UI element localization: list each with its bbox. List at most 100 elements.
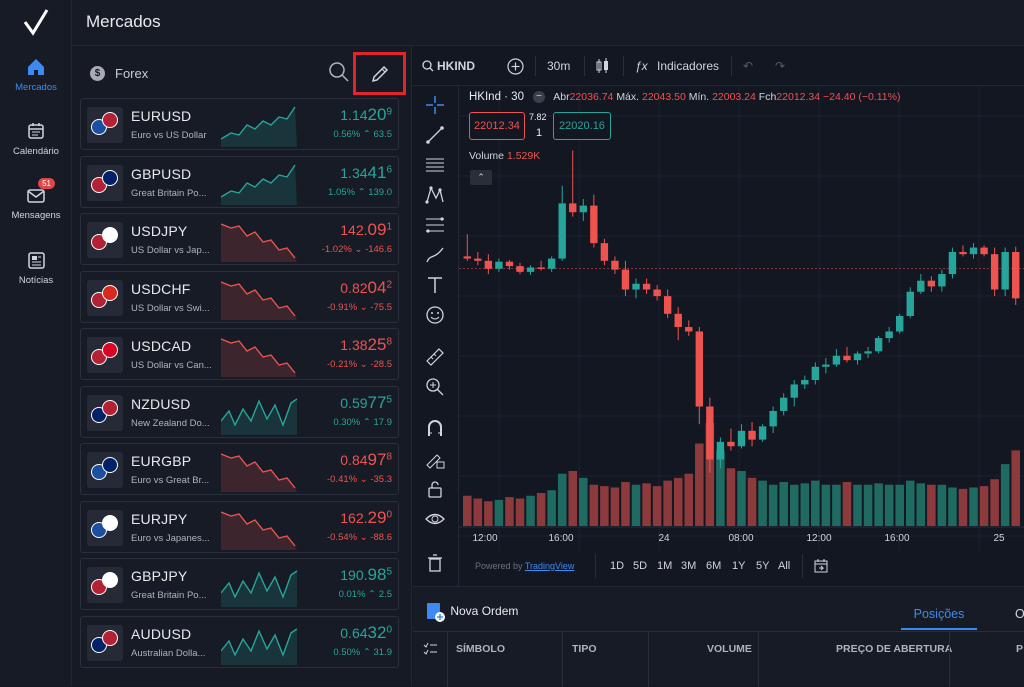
pair-row-nzdusd[interactable]: NZDUSD New Zealand Do... 0.59775 0.30% ⌃ 17… <box>80 385 399 438</box>
nav-calendario[interactable]: Calendário <box>0 120 72 157</box>
search-icon[interactable] <box>328 61 350 83</box>
pair-row-eurjpy[interactable]: EURJPY Euro vs Japanes... 162.290 -0.54% ⌄ … <box>80 500 399 553</box>
candlestick-chart[interactable]: 12:00 16:00 24 08:00 12:00 16:00 25 <box>459 86 1024 551</box>
nav-noticias[interactable]: Notícias <box>0 249 72 286</box>
interval-selector[interactable]: 30m <box>547 59 571 73</box>
pair-row-audusd[interactable]: AUDUSD Australian Dolla... 0.64320 0.50% ⌃ … <box>80 615 399 668</box>
crosshair-icon[interactable] <box>424 94 446 116</box>
column-open-price[interactable]: PREÇO DE ABERTURA <box>836 643 953 655</box>
volume-bar <box>579 477 588 526</box>
quote-flag-icon <box>102 169 118 186</box>
pair-change: 0.01% ⌃ 2.5 <box>339 589 392 600</box>
quote-flag-icon <box>102 284 118 301</box>
buy-price-box[interactable]: 22020.16 <box>553 112 611 140</box>
horizontal-lines-icon[interactable] <box>424 154 446 176</box>
pencil-icon <box>371 65 389 83</box>
symbol-search[interactable]: HKIND <box>437 59 475 73</box>
x-tick-label: 24 <box>658 533 670 544</box>
change-arrow-icon: ⌄ <box>354 244 363 255</box>
pair-row-usdchf[interactable]: USDCHF US Dollar vs Swi... 0.82042 -0.91% ⌄… <box>80 270 399 323</box>
sell-price-box[interactable]: 22012.34 <box>469 112 525 140</box>
new-order-button[interactable]: Nova Ordem <box>425 601 518 623</box>
goto-date-icon[interactable] <box>812 557 830 575</box>
magnet-icon[interactable] <box>424 418 446 440</box>
column-symbol[interactable]: SÍMBOLO <box>456 643 505 655</box>
column-price[interactable]: P <box>1016 643 1024 655</box>
function-icon[interactable]: ƒx <box>635 59 648 73</box>
range-3m[interactable]: 3M <box>681 560 697 572</box>
chart-area[interactable]: 12:00 16:00 24 08:00 12:00 16:00 25 HKInd · 30… <box>459 86 1024 551</box>
candle-body <box>906 291 914 316</box>
range-5y[interactable]: 5Y <box>756 560 770 572</box>
pair-row-gbpjpy[interactable]: GBPJPY Great Britain Po... 190.985 0.01% ⌃ … <box>80 558 399 610</box>
change-arrow-icon: ⌃ <box>362 646 371 658</box>
emoji-icon[interactable] <box>424 304 446 326</box>
column-type[interactable]: TIPO <box>572 643 597 655</box>
volume-bar <box>642 483 651 526</box>
quote-flag-icon <box>102 342 118 358</box>
change-arrow-icon: ⌄ <box>359 359 368 370</box>
candle-body <box>948 251 957 275</box>
zoom-in-icon[interactable] <box>424 376 446 398</box>
chart-bottom-bar: Powered by TradingView 1D 5D 1M 3M 6M 1Y… <box>459 548 1024 584</box>
nav-mensagens[interactable]: 51 Mensagens <box>0 178 72 221</box>
range-1d[interactable]: 1D <box>610 560 625 572</box>
candle-body <box>990 254 999 290</box>
nav-mercados[interactable]: Mercados <box>0 56 72 93</box>
change-points: -35.3 <box>370 474 392 485</box>
price-tail: 0 <box>386 623 392 635</box>
tab-orders[interactable]: O <box>1015 607 1024 621</box>
pair-price: 1.38258 <box>340 335 392 355</box>
text-icon[interactable] <box>424 274 446 296</box>
collapse-legend-icon[interactable]: − <box>532 91 545 104</box>
pair-row-usdjpy[interactable]: USDJPY US Dollar vs Jap... 142.091 -1.02% ⌄… <box>80 213 399 265</box>
change-points: -28.5 <box>370 359 392 370</box>
trash-icon[interactable] <box>424 552 446 574</box>
indicators-button[interactable]: Indicadores <box>657 59 720 73</box>
range-5d[interactable]: 5D <box>633 560 648 572</box>
pair-price: 0.64320 <box>340 623 392 643</box>
add-compare-icon[interactable] <box>507 58 524 75</box>
sparkline <box>221 223 297 262</box>
pair-row-usdcad[interactable]: USDCAD US Dollar vs Can... 1.38258 -0.21% ⌄… <box>80 328 399 380</box>
list-settings-icon[interactable] <box>423 642 438 656</box>
candle-body <box>674 313 682 328</box>
lock-icon[interactable] <box>424 478 446 500</box>
lock-drawing-icon[interactable] <box>424 448 446 470</box>
range-all[interactable]: All <box>778 560 791 572</box>
pair-row-eurgbp[interactable]: EURGBP Euro vs Great Br... 0.84978 -0.41% ⌄… <box>80 443 399 495</box>
quote-flag-icon <box>102 112 118 128</box>
pattern-icon[interactable] <box>424 184 446 206</box>
sparkline <box>221 338 297 377</box>
price-pips: 97 <box>367 450 387 469</box>
ruler-icon[interactable] <box>424 346 446 368</box>
pair-row-eurusd[interactable]: EURUSD Euro vs US Dollar 1.14209 0.56% ⌃ 63… <box>80 98 399 150</box>
volume-bar <box>673 477 683 526</box>
calendar-icon <box>25 120 47 142</box>
page-title: Mercados <box>86 12 161 31</box>
undo-icon[interactable]: ↶ <box>743 59 754 73</box>
dollar-icon: $ <box>90 66 105 81</box>
column-volume[interactable]: VOLUME <box>707 643 752 655</box>
brush-icon[interactable] <box>424 244 446 266</box>
range-1y[interactable]: 1Y <box>732 560 746 572</box>
pair-row-gbpusd[interactable]: GBPUSD Great Britain Po... 1.34416 1.05% ⌃ … <box>80 155 399 208</box>
candle-body <box>1012 251 1020 299</box>
tab-positions[interactable]: Posições <box>901 607 977 630</box>
collapse-button[interactable]: ⌃ <box>470 170 492 185</box>
candle-body <box>547 258 556 269</box>
tradingview-link[interactable]: TradingView <box>524 561 575 571</box>
trendline-icon[interactable] <box>424 124 446 146</box>
range-1m[interactable]: 1M <box>657 560 673 572</box>
redo-icon[interactable]: ↷ <box>775 59 786 73</box>
range-6m[interactable]: 6M <box>706 560 722 572</box>
price-tail: 9 <box>386 106 392 118</box>
edit-watchlist-button[interactable] <box>353 52 406 95</box>
candles-icon[interactable] <box>595 57 611 75</box>
category-selector[interactable]: Forex <box>115 66 149 81</box>
eye-icon[interactable] <box>424 508 446 530</box>
close-value: 22012.34 <box>776 91 821 103</box>
fib-icon[interactable] <box>424 214 446 236</box>
volume-bar <box>800 483 810 526</box>
currency-flag-icon <box>87 107 123 143</box>
